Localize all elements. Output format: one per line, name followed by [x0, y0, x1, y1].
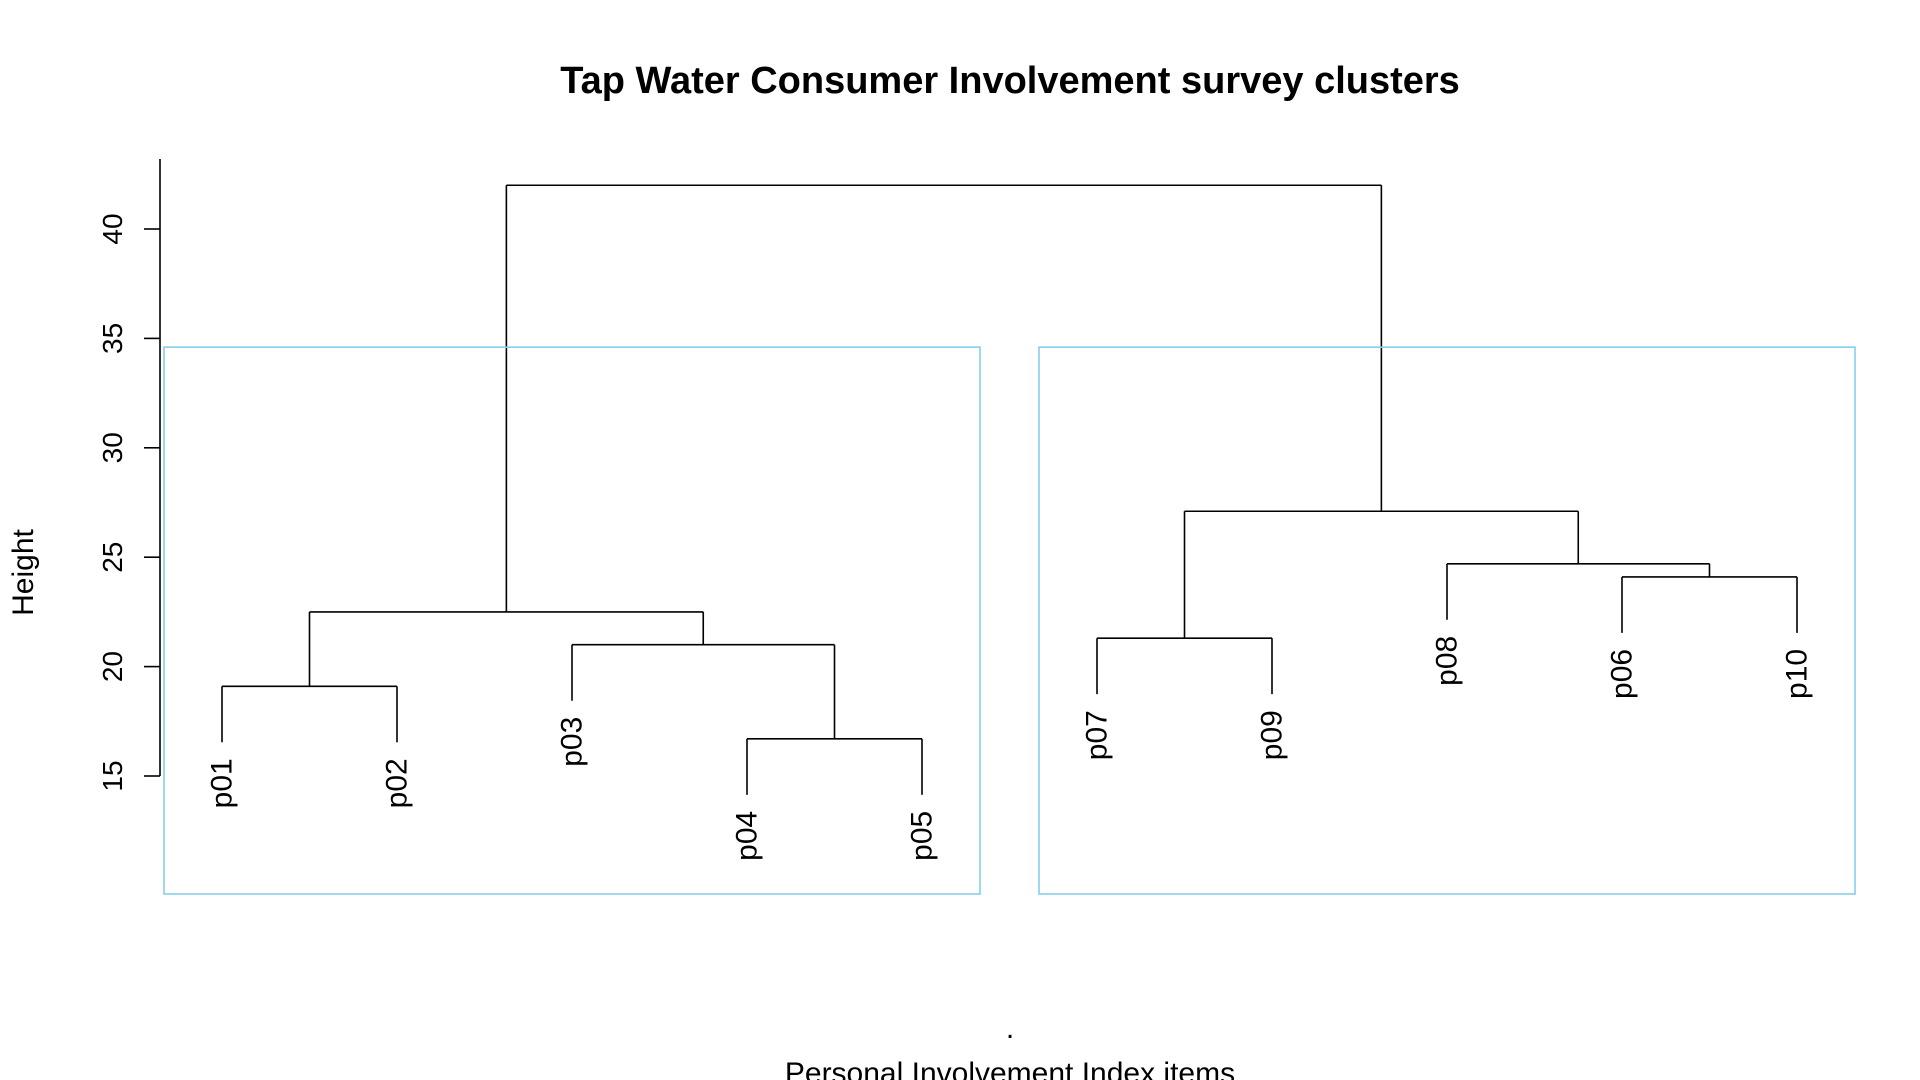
y-tick-label: 20	[97, 651, 128, 682]
leaf-label-p10: p10	[1781, 649, 1814, 699]
x-axis-label: Personal Involvement Index items	[785, 1057, 1235, 1080]
leaf-label-p08: p08	[1431, 636, 1464, 686]
leaf-label-p05: p05	[906, 811, 939, 861]
leaf-label-p01: p01	[206, 758, 239, 808]
leaf-label-p07: p07	[1081, 710, 1114, 760]
y-ticks: 15 20 25 30 35 40	[97, 213, 160, 792]
cluster-box-2	[1038, 346, 1856, 895]
cluster-boxes	[163, 346, 1856, 895]
y-tick-label: 25	[97, 542, 128, 573]
y-tick-label: 30	[97, 432, 128, 463]
leaf-label-p04: p04	[731, 811, 764, 861]
dendrogram-branches	[221, 184, 1798, 795]
chart-title: Tap Water Consumer Involvement survey cl…	[560, 60, 1460, 102]
leaf-label-p02: p02	[381, 758, 414, 808]
leaf-label-p03: p03	[556, 717, 589, 767]
leaf-labels: p01 p02 p03 p04 p05 p07 p09 p08 p06 p10	[206, 636, 1814, 861]
y-axis-label: Height	[7, 528, 40, 615]
y-tick-label: 15	[97, 760, 128, 791]
leaf-label-p06: p06	[1606, 649, 1639, 699]
cluster-box-1	[163, 346, 981, 895]
x-axis-sublabel: .	[1006, 1012, 1014, 1045]
y-tick-label: 35	[97, 323, 128, 354]
leaf-label-p09: p09	[1256, 710, 1289, 760]
y-axis: 15 20 25 30 35 40	[97, 159, 161, 792]
y-tick-label: 40	[97, 213, 128, 244]
